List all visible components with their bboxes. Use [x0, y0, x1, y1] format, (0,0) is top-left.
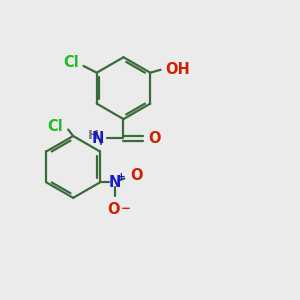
Text: −: − [121, 202, 131, 214]
Text: H: H [88, 129, 99, 142]
Text: O: O [107, 202, 119, 217]
Text: Cl: Cl [47, 119, 63, 134]
Text: +: + [117, 172, 125, 182]
Text: N: N [92, 131, 104, 146]
Text: OH: OH [165, 62, 190, 77]
Text: O: O [148, 131, 161, 146]
Text: N: N [109, 175, 121, 190]
Text: Cl: Cl [63, 56, 79, 70]
Text: O: O [130, 168, 143, 183]
